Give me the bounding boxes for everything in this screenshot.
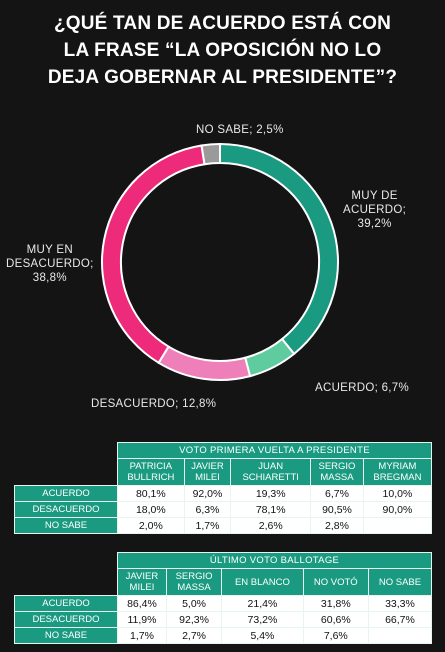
- table2-col-2: EN BLANCO: [221, 568, 304, 596]
- slice-label-no-sabe: NO SABE; 2,5%: [196, 124, 284, 136]
- table-row: ACUERDO 80,1% 92,0% 19,3% 6,7% 10,0%: [14, 485, 433, 502]
- donut-slice-no-sabe: [200, 142, 221, 166]
- table2-col-0: JAVIER MILEI: [117, 568, 167, 596]
- table2-row-label: DESACUERDO: [14, 611, 118, 628]
- table-cell: 10,0%: [362, 485, 433, 502]
- table-cell: 7,6%: [302, 627, 369, 644]
- table2-row-label: NO SABE: [14, 627, 118, 644]
- table2-col-4: NO SABE: [367, 568, 433, 596]
- slice-label-desacuerdo: DESACUERDO; 12,8%: [91, 398, 217, 410]
- title-line-3: DEJA GOBERNAR AL PRESIDENTE”?: [47, 67, 398, 88]
- table1-col-3: SERGIO MASSA: [310, 458, 364, 486]
- title-line-2: LA FRASE “LA OPOSICIÓN NO LO: [63, 40, 382, 61]
- table-cell: 73,2%: [221, 611, 304, 628]
- table-cell: 2,7%: [165, 627, 223, 644]
- table-cell: 2,8%: [310, 517, 364, 534]
- table-cell: 19,3%: [230, 485, 312, 502]
- title-line-1: ¿QUÉ TAN DE ACUERDO ESTÁ CON: [53, 13, 392, 34]
- table1-col-1: JAVIER MILEI: [183, 458, 232, 486]
- donut-chart: [101, 142, 339, 381]
- table-cell: 80,1%: [117, 485, 185, 502]
- table-cell: 60,6%: [302, 611, 369, 628]
- table-row: DESACUERDO 18,0% 6,3% 78,1% 90,5% 90,0%: [14, 501, 433, 518]
- table-cell: 33,3%: [367, 595, 433, 612]
- donut-slice-acuerdo: [244, 337, 296, 378]
- table-cell: 1,7%: [117, 627, 167, 644]
- table-cell: 2,6%: [230, 517, 312, 534]
- table-cell: 31,8%: [302, 595, 369, 612]
- table-cell: 6,7%: [310, 485, 364, 502]
- table1-col-0: PATRICIA BULLRICH: [117, 458, 185, 486]
- table-row: ACUERDO 86,4% 5,0% 21,4% 31,8% 33,3%: [14, 595, 433, 612]
- table2-row-label: ACUERDO: [14, 595, 118, 612]
- slice-label-muy-en-desacuerdo: MUY EN DESACUERDO; 38,8%: [6, 244, 94, 284]
- table-row: DESACUERDO 11,9% 92,3% 73,2% 60,6% 66,7%: [14, 611, 433, 628]
- table1-row-label: ACUERDO: [14, 485, 118, 502]
- table2-header: ÚLTIMO VOTO BALLOTAGE: [117, 552, 432, 569]
- table-cell: 5,0%: [165, 595, 223, 612]
- table1-row-label: DESACUERDO: [14, 501, 118, 518]
- table-ballotage: ÚLTIMO VOTO BALLOTAGE JAVIER MILEI SERGIO…: [14, 552, 433, 644]
- table-cell: 21,4%: [221, 595, 304, 612]
- chart-title: ¿QUÉ TAN DE ACUERDO ESTÁ CON LA FRASE “L…: [0, 10, 445, 91]
- donut-slice-muy-en-desacuerdo: [101, 144, 206, 365]
- table-cell: 6,3%: [183, 501, 232, 518]
- table-cell: 2,0%: [117, 517, 185, 534]
- table2-col-1: SERGIO MASSA: [165, 568, 223, 596]
- table-cell: 90,5%: [310, 501, 364, 518]
- table-cell: 92,0%: [183, 485, 232, 502]
- table-row: NO SABE 1,7% 2,7% 5,4% 7,6%: [14, 627, 433, 644]
- slice-label-muy-de-acuerdo: MUY DE ACUERDO; 39,2%: [343, 190, 407, 230]
- slice-label-acuerdo: ACUERDO; 6,7%: [315, 382, 410, 394]
- table1-row-label: NO SABE: [14, 517, 118, 534]
- donut-slice-muy-de-acuerdo: [219, 142, 339, 356]
- table-cell: [362, 517, 433, 534]
- table-primera-vuelta: VOTO PRIMERA VUELTA A PRESIDENTE PATRICI…: [14, 442, 433, 534]
- table-cell: 11,9%: [117, 611, 167, 628]
- table-row: NO SABE 2,0% 1,7% 2,6% 2,8%: [14, 517, 433, 534]
- table1-header: VOTO PRIMERA VUELTA A PRESIDENTE: [117, 442, 432, 459]
- table-cell: 18,0%: [117, 501, 185, 518]
- table-cell: 5,4%: [221, 627, 304, 644]
- table-cell: [367, 627, 433, 644]
- table1-col-2: JUAN SCHIARETTI: [230, 458, 312, 486]
- donut-slice-desacuerdo: [157, 345, 252, 381]
- table1-col-4: MYRIAM BREGMAN: [362, 458, 433, 486]
- table-cell: 1,7%: [183, 517, 232, 534]
- table2-col-3: NO VOTÓ: [302, 568, 369, 596]
- table-cell: 90,0%: [362, 501, 433, 518]
- table-cell: 66,7%: [367, 611, 433, 628]
- table-cell: 86,4%: [117, 595, 167, 612]
- table-cell: 92,3%: [165, 611, 223, 628]
- table-cell: 78,1%: [230, 501, 312, 518]
